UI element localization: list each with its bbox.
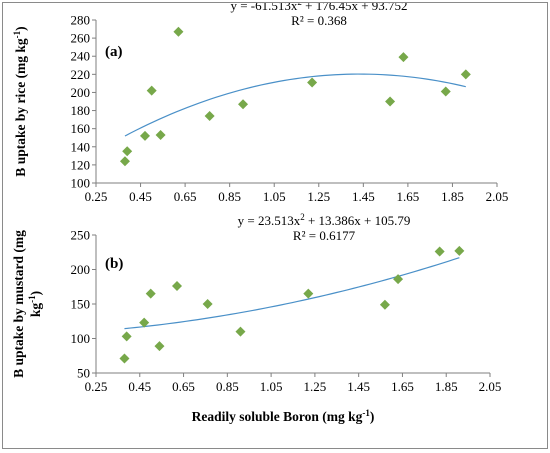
x-tick-label: 2.05 bbox=[479, 379, 502, 394]
y-axis-label-line1: B uptake by mustard (mg bbox=[11, 230, 26, 378]
trendline-equation: y = -61.513x2 + 176.45x + 93.752 bbox=[230, 3, 407, 13]
x-tick-label: 1.25 bbox=[304, 379, 327, 394]
data-point bbox=[398, 52, 409, 63]
data-point bbox=[155, 130, 166, 141]
trendline bbox=[124, 257, 460, 330]
x-tick-label: 1.45 bbox=[347, 379, 370, 394]
y-tick-label: 200 bbox=[71, 85, 91, 100]
y-tick-label: 100 bbox=[71, 176, 91, 191]
x-axis-label: Readily soluble Boron (mg kg-1) bbox=[192, 408, 375, 424]
data-point bbox=[238, 99, 249, 110]
figure-svg: 100 120 140 160 180 200 220 240 260 280 0.25 0.45 0.… bbox=[11, 0, 509, 424]
trendline bbox=[124, 73, 466, 137]
y-tick-label: 50 bbox=[77, 366, 90, 381]
x-tick-label: 0.25 bbox=[85, 379, 108, 394]
data-point bbox=[119, 353, 130, 364]
x-tick-label: 0.45 bbox=[128, 379, 151, 394]
y-tick-label: 280 bbox=[71, 13, 91, 28]
x-tick-label: 1.85 bbox=[435, 379, 458, 394]
x-tick-label: 0.65 bbox=[172, 379, 195, 394]
data-point bbox=[307, 77, 318, 88]
y-axis-label: B uptake by rice (mg kg-1) bbox=[12, 26, 28, 176]
y-tick-label: 100 bbox=[71, 331, 91, 346]
data-point bbox=[202, 299, 213, 309]
data-point bbox=[235, 326, 246, 337]
x-tick-label: 1.65 bbox=[391, 379, 414, 394]
x-tick-label: 1.05 bbox=[263, 189, 286, 204]
x-tick-label: 1.65 bbox=[397, 189, 420, 204]
data-point bbox=[173, 26, 184, 37]
data-point bbox=[146, 85, 157, 96]
data-point bbox=[154, 341, 165, 352]
y-tick-label: 250 bbox=[71, 228, 91, 243]
r-squared-label: R² = 0.6177 bbox=[293, 228, 356, 243]
y-tick-label: 160 bbox=[71, 121, 91, 136]
y-tick-label: 140 bbox=[71, 139, 91, 154]
data-point bbox=[145, 288, 156, 299]
data-point bbox=[434, 246, 445, 257]
x-tick-label: 0.85 bbox=[218, 189, 241, 204]
chart-panel-b: 50 100 150 200 250 0.25 0.45 0.65 0.85 1.05 1.25 1.… bbox=[11, 212, 501, 424]
x-tick-label: 0.45 bbox=[129, 189, 152, 204]
x-tick-label: 1.25 bbox=[307, 189, 330, 204]
x-tick-label: 0.65 bbox=[174, 189, 197, 204]
x-tick-label: 0.85 bbox=[216, 379, 239, 394]
y-tick-label: 180 bbox=[71, 103, 91, 118]
data-point bbox=[385, 96, 396, 107]
y-tick-label: 150 bbox=[71, 297, 91, 312]
data-point bbox=[121, 331, 132, 342]
data-point bbox=[171, 281, 182, 292]
y-axis-label-line2: kg-1) bbox=[27, 291, 43, 317]
x-tick-label: 1.85 bbox=[441, 189, 464, 204]
panel-label: (a) bbox=[105, 44, 123, 60]
y-tick-label: 240 bbox=[71, 49, 91, 64]
chart-panel-a: 100 120 140 160 180 200 220 240 260 280 0.25 0.45 0.… bbox=[12, 0, 509, 204]
y-tick-label: 220 bbox=[71, 67, 91, 82]
y-tick-label: 200 bbox=[71, 262, 91, 277]
data-point bbox=[460, 69, 471, 80]
data-point bbox=[139, 317, 150, 328]
y-tick-label: 120 bbox=[71, 157, 91, 172]
data-point bbox=[122, 146, 133, 157]
x-tick-label: 0.25 bbox=[85, 189, 108, 204]
data-point bbox=[140, 130, 151, 141]
data-point bbox=[454, 245, 465, 256]
x-tick-label: 2.05 bbox=[486, 189, 509, 204]
data-point bbox=[204, 110, 215, 121]
data-point bbox=[440, 86, 451, 97]
panel-label: (b) bbox=[105, 256, 123, 272]
y-tick-label: 260 bbox=[71, 31, 91, 46]
data-point bbox=[303, 288, 314, 299]
trendline-equation: y = 23.513x2 + 13.386x + 105.79 bbox=[238, 212, 411, 228]
x-tick-label: 1.45 bbox=[352, 189, 375, 204]
x-tick-label: 1.05 bbox=[260, 379, 283, 394]
data-point bbox=[393, 274, 404, 285]
data-point bbox=[119, 156, 130, 167]
data-point bbox=[379, 299, 390, 310]
r-squared-label: R² = 0.368 bbox=[291, 13, 347, 28]
